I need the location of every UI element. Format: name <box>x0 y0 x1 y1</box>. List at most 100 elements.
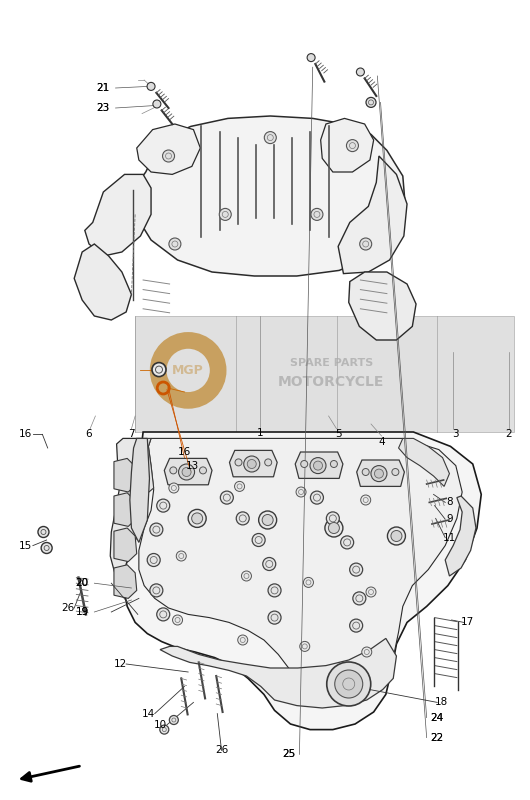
Circle shape <box>235 459 242 466</box>
Circle shape <box>366 587 376 597</box>
Bar <box>135 316 514 432</box>
Circle shape <box>199 467 207 474</box>
Circle shape <box>170 467 177 474</box>
Circle shape <box>179 464 195 480</box>
Text: 9: 9 <box>446 514 453 524</box>
Text: 14: 14 <box>142 709 155 718</box>
Circle shape <box>304 578 313 587</box>
Circle shape <box>325 519 343 537</box>
Text: 23: 23 <box>97 103 110 113</box>
Text: 15: 15 <box>19 541 32 550</box>
Circle shape <box>387 527 405 545</box>
Text: 5: 5 <box>335 430 341 439</box>
Polygon shape <box>295 452 343 478</box>
Circle shape <box>300 642 310 651</box>
Circle shape <box>169 238 181 250</box>
Circle shape <box>38 526 49 538</box>
Circle shape <box>326 662 371 706</box>
Text: 4: 4 <box>378 438 385 447</box>
Circle shape <box>361 495 370 505</box>
Circle shape <box>341 536 354 549</box>
Polygon shape <box>130 438 149 542</box>
Text: 22: 22 <box>430 733 444 742</box>
Circle shape <box>176 551 186 561</box>
Circle shape <box>219 208 231 220</box>
Text: 16: 16 <box>178 447 191 457</box>
Polygon shape <box>114 528 137 562</box>
Text: 25: 25 <box>282 750 296 759</box>
Circle shape <box>329 522 339 534</box>
Text: 18: 18 <box>435 698 447 707</box>
Circle shape <box>220 491 233 504</box>
Polygon shape <box>445 496 476 576</box>
Circle shape <box>192 513 202 524</box>
Circle shape <box>307 54 315 62</box>
Circle shape <box>311 491 323 504</box>
Text: 20: 20 <box>76 578 89 588</box>
Circle shape <box>264 459 272 466</box>
Circle shape <box>170 715 178 725</box>
Text: 7: 7 <box>128 430 135 439</box>
Polygon shape <box>110 438 143 586</box>
Circle shape <box>252 534 265 546</box>
Circle shape <box>242 571 251 581</box>
Circle shape <box>150 584 163 597</box>
Circle shape <box>173 615 182 625</box>
Circle shape <box>248 459 256 469</box>
Polygon shape <box>114 493 137 526</box>
Circle shape <box>188 510 206 527</box>
Text: MGP: MGP <box>172 364 204 377</box>
Circle shape <box>335 670 363 698</box>
Circle shape <box>326 512 339 525</box>
Circle shape <box>160 725 169 734</box>
Text: 16: 16 <box>19 430 32 439</box>
Text: 21: 21 <box>97 83 110 93</box>
Text: 13: 13 <box>186 462 199 471</box>
Circle shape <box>310 458 326 474</box>
Circle shape <box>353 592 366 605</box>
Circle shape <box>314 461 322 470</box>
Circle shape <box>268 584 281 597</box>
Circle shape <box>147 82 155 90</box>
Polygon shape <box>321 118 374 172</box>
Polygon shape <box>114 458 137 492</box>
Circle shape <box>311 208 323 220</box>
Circle shape <box>301 461 308 467</box>
Circle shape <box>268 611 281 624</box>
Polygon shape <box>160 638 396 708</box>
Circle shape <box>150 523 163 536</box>
Circle shape <box>371 466 387 482</box>
Text: 12: 12 <box>114 659 128 669</box>
Polygon shape <box>132 116 405 276</box>
Text: 22: 22 <box>430 733 444 742</box>
Circle shape <box>366 98 376 107</box>
Polygon shape <box>338 156 407 274</box>
Polygon shape <box>399 438 449 486</box>
Circle shape <box>153 100 161 108</box>
Circle shape <box>262 514 273 526</box>
Text: 8: 8 <box>446 498 453 507</box>
Polygon shape <box>139 438 462 690</box>
Circle shape <box>350 563 363 576</box>
Circle shape <box>350 619 363 632</box>
Circle shape <box>41 542 52 554</box>
Circle shape <box>157 499 170 512</box>
Text: 23: 23 <box>97 103 110 113</box>
Circle shape <box>360 238 372 250</box>
Text: 19: 19 <box>76 607 89 617</box>
Circle shape <box>391 530 402 542</box>
Text: 2: 2 <box>506 430 512 439</box>
Text: 1: 1 <box>257 428 263 438</box>
Circle shape <box>236 512 249 525</box>
Circle shape <box>356 68 365 76</box>
Polygon shape <box>229 450 277 477</box>
Circle shape <box>163 150 174 162</box>
Text: 26: 26 <box>61 603 74 613</box>
Circle shape <box>263 558 276 570</box>
Polygon shape <box>137 124 200 174</box>
Text: SPARE PARTS: SPARE PARTS <box>289 358 373 368</box>
Text: 6: 6 <box>86 430 92 439</box>
Text: 10: 10 <box>154 720 166 730</box>
Text: 24: 24 <box>430 713 444 722</box>
Polygon shape <box>349 272 416 340</box>
